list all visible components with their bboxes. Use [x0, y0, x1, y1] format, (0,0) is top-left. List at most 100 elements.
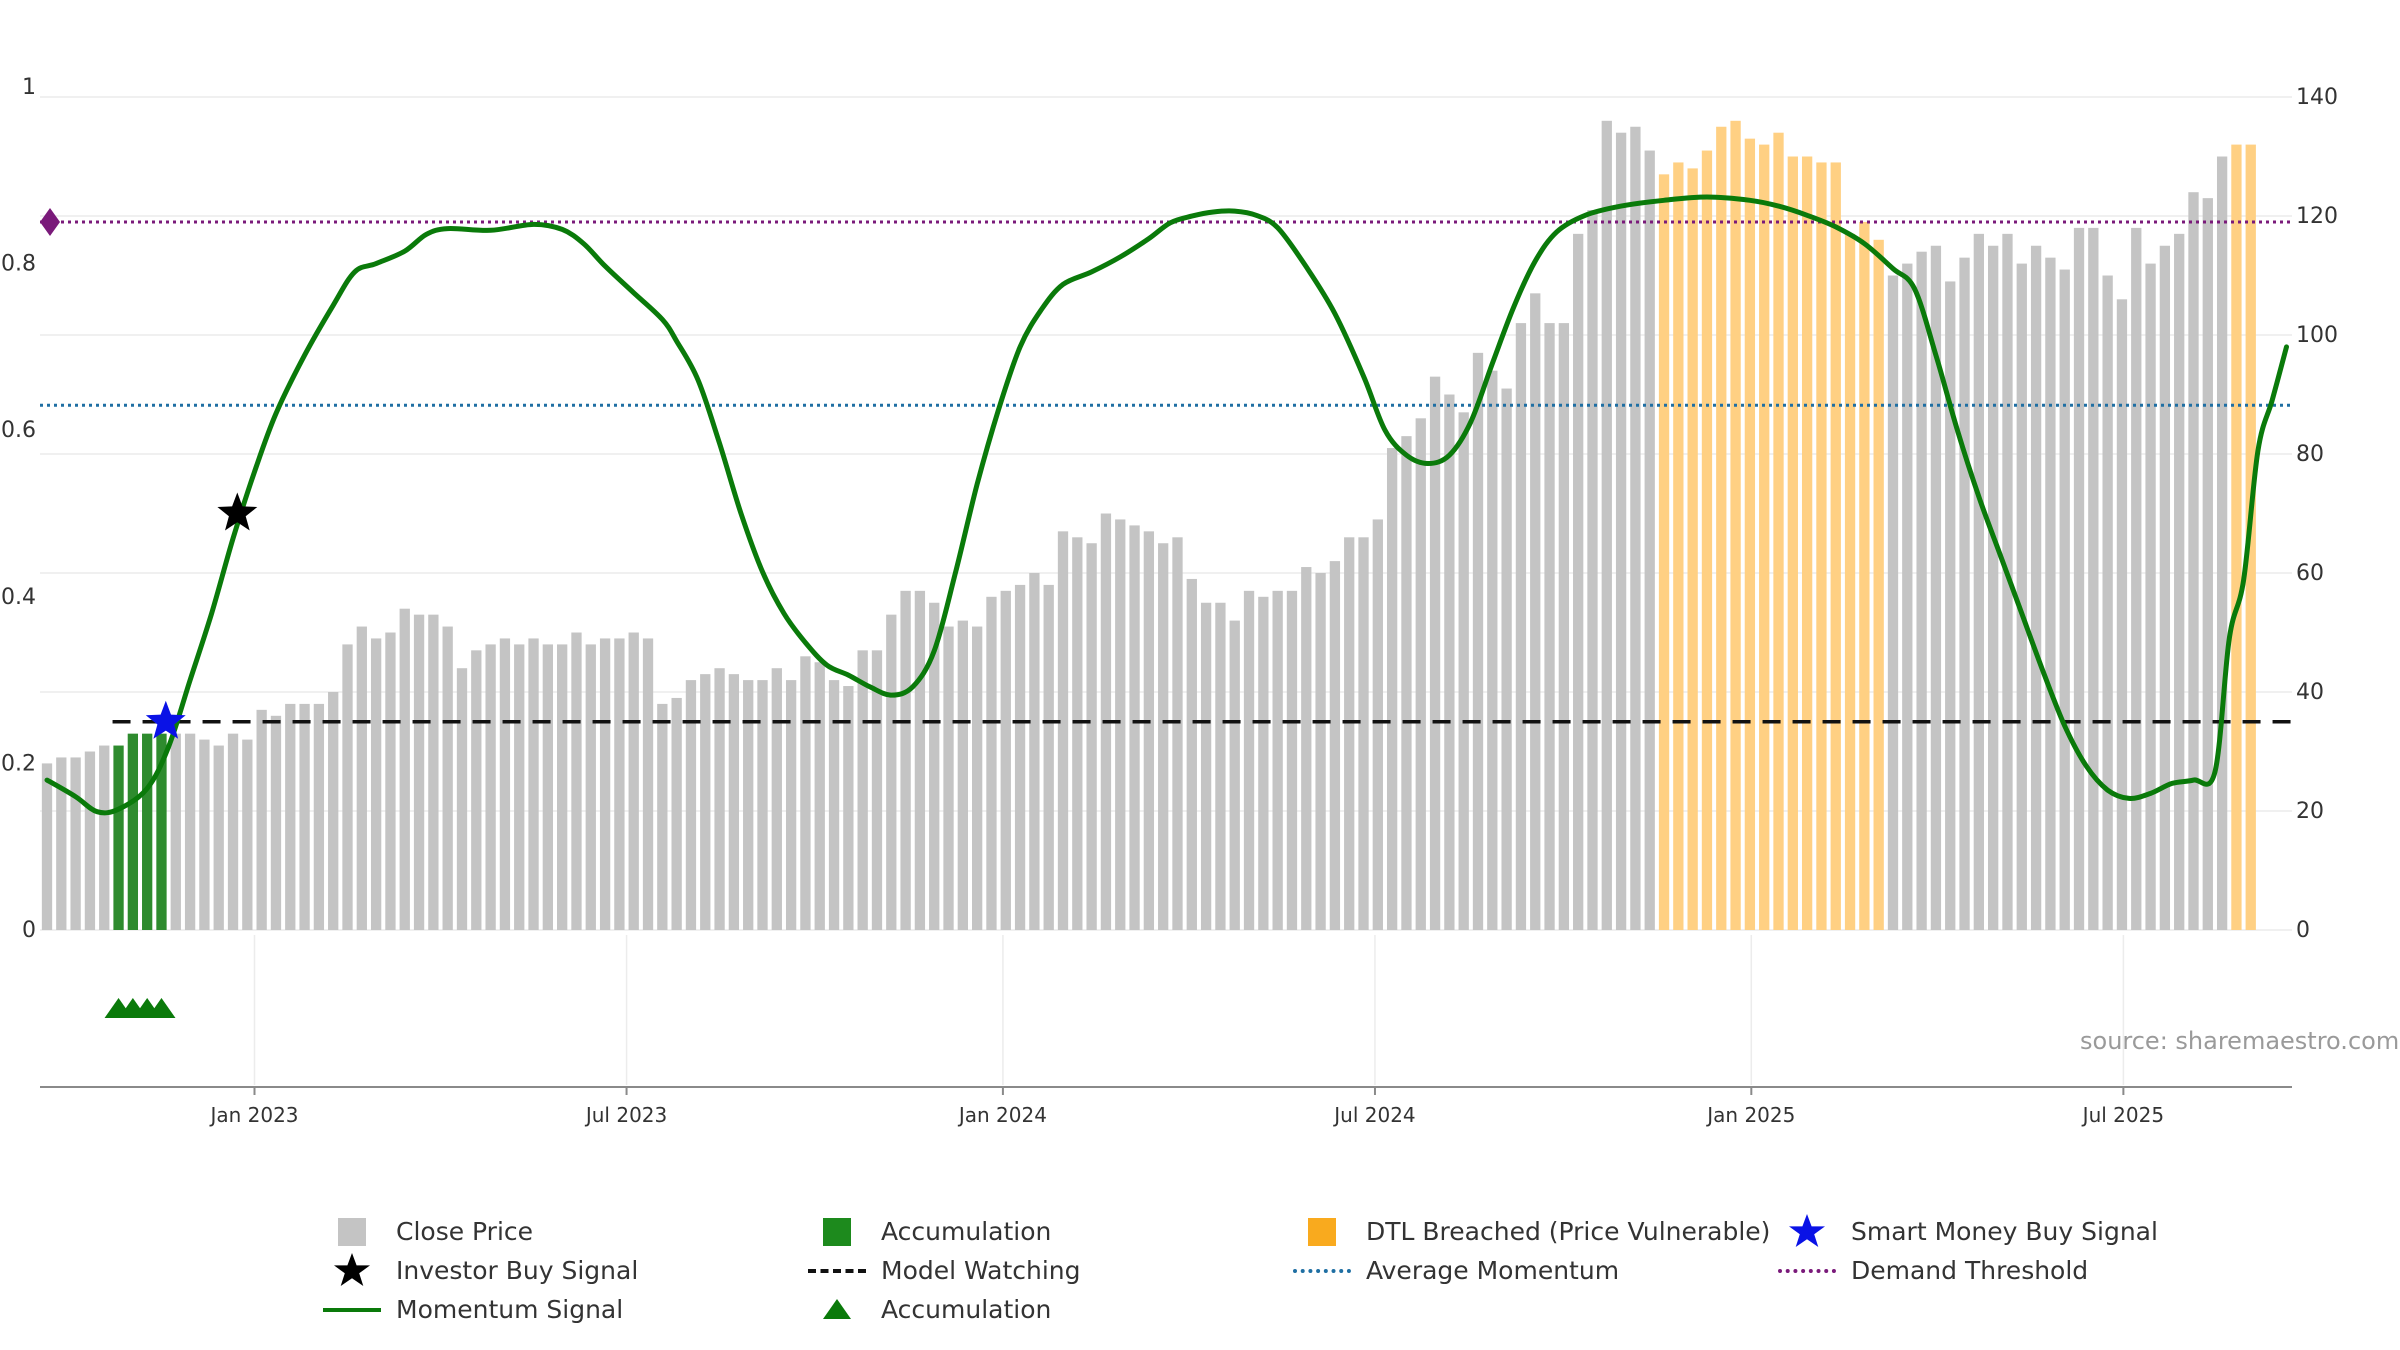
x-axis-tick-label: Jan 2023: [208, 1103, 298, 1127]
legend-label: Accumulation: [881, 1295, 1052, 1324]
dtl-breached-bar: [1859, 221, 1870, 930]
close-price-bar: [2016, 263, 2027, 931]
close-price-bar: [2145, 263, 2156, 931]
legend-label: Demand Threshold: [1851, 1256, 2089, 1285]
legend-item-average-momentum: Average Momentum: [1290, 1251, 1619, 1290]
legend-item-accumulation-triangle: Accumulation: [805, 1290, 1051, 1329]
price-bars: [41, 120, 2256, 931]
close-price-bar: [1573, 233, 1584, 931]
legend-item-model-watching: Model Watching: [805, 1251, 1081, 1290]
right-axis-tick-label: 80: [2296, 442, 2324, 467]
close-price-bar: [2059, 269, 2070, 930]
accumulation-bar: [142, 733, 153, 930]
dtl-breached-bar: [1673, 162, 1684, 930]
close-price-bar: [1558, 323, 1570, 931]
left-axis-tick-label: 0.8: [1, 252, 36, 277]
close-price-bar: [2030, 245, 2042, 930]
dotted-purple-line-icon: [1778, 1268, 1836, 1273]
close-price-bar: [599, 638, 611, 930]
close-price-bar: [1258, 596, 1269, 930]
close-price-bar: [1544, 323, 1555, 931]
close-price-bar: [1487, 370, 1498, 930]
close-price-bar: [571, 632, 582, 930]
close-price-bar: [1386, 448, 1398, 930]
close-price-bar: [1344, 537, 1355, 930]
close-price-bar: [2088, 227, 2099, 930]
x-axis-tick-label: Jan 2025: [1705, 1103, 1795, 1127]
legend: Close Price Accumulation DTL Breached (P…: [320, 1212, 2220, 1329]
close-price-bar: [1243, 590, 1255, 930]
close-price-bar: [170, 733, 181, 930]
close-price-bar: [1472, 352, 1484, 931]
close-price-bar: [1129, 525, 1140, 930]
left-axis-tick-label: 0.2: [1, 751, 36, 776]
close-price-bar: [628, 632, 639, 930]
accumulation-bar: [156, 733, 167, 930]
dtl-breached-bar: [1773, 132, 1784, 930]
close-price-bar: [2045, 257, 2056, 930]
close-price-bar: [1329, 561, 1341, 930]
momentum-signal-layer: [44, 194, 2289, 816]
dtl-breached-bar: [1873, 239, 1884, 931]
close-price-bar: [1973, 233, 1984, 931]
close-price-bar: [213, 745, 224, 930]
close-price-bar: [285, 703, 296, 930]
close-price-bar: [1501, 388, 1512, 930]
demand-diamond-icon: [40, 207, 60, 236]
close-price-bar: [385, 632, 396, 930]
legend-item-smart-money: Smart Money Buy Signal: [1775, 1212, 2158, 1251]
black-star-icon: [334, 1253, 370, 1286]
close-price-bar: [657, 703, 668, 930]
close-price-bar: [485, 644, 496, 930]
close-price-bar: [1272, 590, 1283, 930]
close-price-bar: [1902, 263, 1913, 931]
close-price-bar: [1458, 412, 1469, 931]
close-price-bar: [943, 626, 954, 930]
x-axis-tick-label: Jul 2024: [1332, 1103, 1415, 1127]
close-price-bar: [671, 697, 682, 930]
close-price-bar: [528, 638, 539, 930]
x-axis-tick-label: Jul 2023: [584, 1103, 667, 1127]
close-price-bar: [1587, 210, 1598, 931]
close-price-bar: [714, 668, 725, 930]
accumulation-bar: [127, 733, 139, 930]
close-price-bar: [757, 680, 768, 930]
close-price-bar: [184, 733, 196, 930]
dtl-breached-bar: [1658, 174, 1670, 931]
close-price-bar: [1086, 543, 1097, 930]
close-price-bar: [1630, 126, 1641, 930]
right-axis-tick-label: 120: [2296, 204, 2338, 229]
close-price-bar: [1115, 519, 1126, 930]
close-price-bar: [1601, 120, 1612, 931]
legend-label: Momentum Signal: [396, 1295, 624, 1324]
close-price-bar: [342, 644, 353, 930]
close-price-bar: [242, 739, 253, 930]
close-price-bar: [399, 608, 410, 930]
close-price-bar: [2188, 192, 2199, 930]
left-axis-tick-label: 0: [22, 918, 36, 943]
left-axis-tick-label: 0.4: [1, 585, 36, 610]
close-price-bar: [299, 703, 310, 930]
close-price-bar: [514, 644, 525, 930]
close-price-bar: [1530, 293, 1541, 931]
close-price-bar: [256, 709, 267, 930]
accumulation-bar: [113, 745, 124, 930]
close-price-bar: [1186, 578, 1197, 930]
close-price-bar: [1515, 323, 1527, 931]
close-price-bar: [1887, 275, 1899, 930]
dtl-breached-bar: [1787, 156, 1798, 930]
dtl-breached-bar: [1844, 233, 1856, 931]
close-price-bar: [199, 739, 210, 930]
legend-row-3: Momentum Signal Accumulation: [320, 1290, 2220, 1329]
dtl-breached-bar: [1716, 126, 1727, 930]
close-price-bar: [1072, 537, 1083, 930]
right-axis-tick-label: 20: [2296, 799, 2324, 824]
close-price-bar: [1229, 620, 1240, 930]
close-price-bar: [1286, 590, 1298, 930]
close-price-bar: [828, 680, 840, 930]
close-price-bar: [84, 751, 96, 930]
legend-item-dtl-breached: DTL Breached (Price Vulnerable): [1290, 1212, 1770, 1251]
close-price-bar: [227, 733, 239, 930]
close-price-bar: [728, 674, 740, 930]
close-price-bar: [642, 638, 654, 930]
